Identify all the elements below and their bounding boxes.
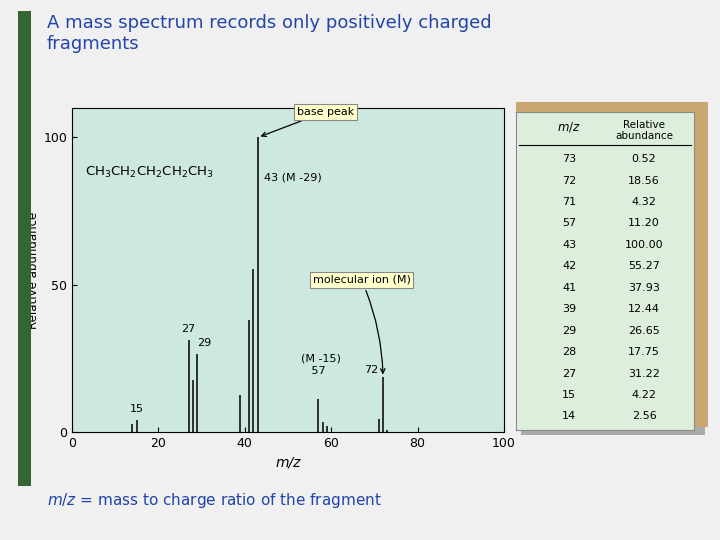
Y-axis label: Relative abundance: Relative abundance [27,211,40,329]
Text: 4.32: 4.32 [631,197,657,207]
Text: 71: 71 [562,197,576,207]
Text: 28: 28 [562,347,576,357]
Text: 43: 43 [562,240,576,250]
Text: 100.00: 100.00 [625,240,663,250]
Text: $\mathregular{CH_3CH_2CH_2CH_2CH_3}$: $\mathregular{CH_3CH_2CH_2CH_2CH_3}$ [85,165,214,180]
Text: 41: 41 [562,283,576,293]
Text: 39: 39 [562,304,576,314]
Text: 72: 72 [364,364,379,375]
Text: 73: 73 [562,154,576,164]
Text: $\it{m/z}$ = mass to charge ratio of the fragment: $\it{m/z}$ = mass to charge ratio of the… [47,491,382,510]
Text: 29: 29 [197,338,212,348]
Text: 18.56: 18.56 [629,176,660,186]
Text: 15: 15 [562,390,576,400]
Text: base peak: base peak [261,107,354,137]
Text: 55.27: 55.27 [628,261,660,272]
Text: 0.52: 0.52 [631,154,657,164]
Text: 31.22: 31.22 [628,369,660,379]
Text: 29: 29 [562,326,576,336]
Text: 17.75: 17.75 [628,347,660,357]
Text: $\it{m/z}$: $\it{m/z}$ [557,120,581,134]
Text: 11.20: 11.20 [629,219,660,228]
Text: fragments: fragments [47,35,140,53]
Text: molecular ion (M): molecular ion (M) [312,275,410,373]
Text: 27: 27 [181,324,196,334]
Text: 4.22: 4.22 [631,390,657,400]
Text: 15: 15 [130,404,144,414]
Text: 72: 72 [562,176,576,186]
Text: 2.56: 2.56 [631,411,657,422]
Text: 37.93: 37.93 [628,283,660,293]
X-axis label: m/z: m/z [275,455,301,469]
Text: 42: 42 [562,261,576,272]
Text: 14: 14 [562,411,576,422]
Text: 26.65: 26.65 [629,326,660,336]
Text: 27: 27 [562,369,576,379]
Text: Relative
abundance: Relative abundance [615,120,673,141]
Text: 43 (M -29): 43 (M -29) [264,173,322,183]
Text: 57: 57 [562,219,576,228]
Text: 12.44: 12.44 [628,304,660,314]
Text: (M -15)
   57: (M -15) 57 [301,354,341,376]
Text: A mass spectrum records only positively charged: A mass spectrum records only positively … [47,14,492,31]
